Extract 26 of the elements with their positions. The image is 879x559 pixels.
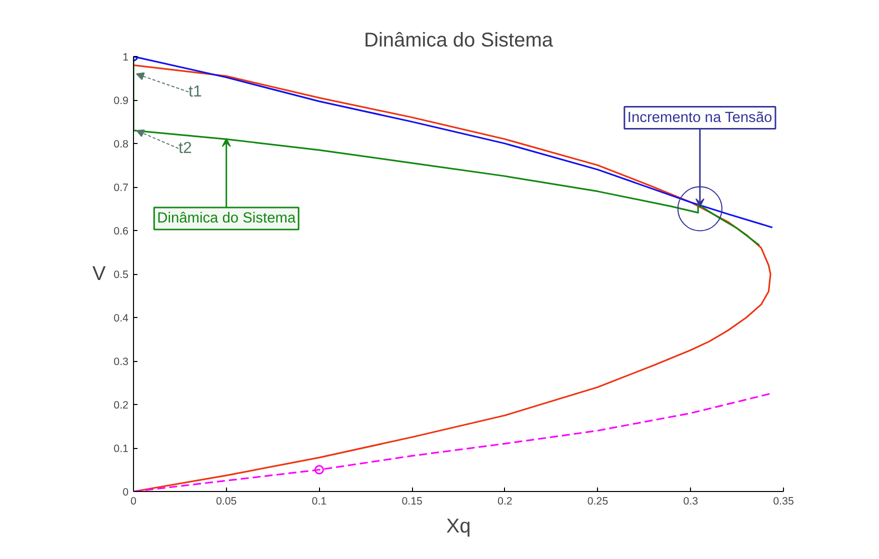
chart-title: Dinâmica do Sistema	[364, 30, 554, 52]
y-tick-label: 0.3	[114, 356, 129, 368]
y-tick-label: 0.8	[114, 138, 129, 150]
x-tick-label: 0	[130, 496, 137, 508]
x-tick-label: 0.3	[683, 496, 698, 508]
y-tick-label: 0.6	[114, 226, 129, 238]
x-tick-label: 0.1	[312, 496, 327, 508]
annotation: Dinâmica do Sistema	[157, 210, 296, 226]
x-tick-label: 0.15	[402, 496, 423, 508]
y-tick-label: 0.9	[114, 95, 129, 107]
y-tick-label: 0.2	[114, 400, 129, 412]
x-tick-label: 0.25	[587, 496, 608, 508]
x-tick-label: 0.05	[216, 496, 237, 508]
x-tick-label: 0.35	[773, 496, 794, 508]
annotation: Incremento na Tensão	[627, 110, 772, 126]
y-tick-label: 0.1	[114, 443, 129, 455]
x-axis-title: Xq	[446, 516, 471, 538]
y-tick-label: 0.4	[114, 312, 129, 324]
y-tick-label: 0.5	[114, 269, 129, 281]
y-tick-label: 0.7	[114, 182, 129, 194]
annotation: t1	[188, 83, 202, 100]
y-tick-label: 0	[122, 486, 129, 498]
y-tick-label: 1	[122, 52, 129, 64]
annotation: t2	[178, 140, 192, 157]
x-tick-label: 0.2	[498, 496, 512, 508]
y-axis-title: V	[92, 263, 106, 285]
